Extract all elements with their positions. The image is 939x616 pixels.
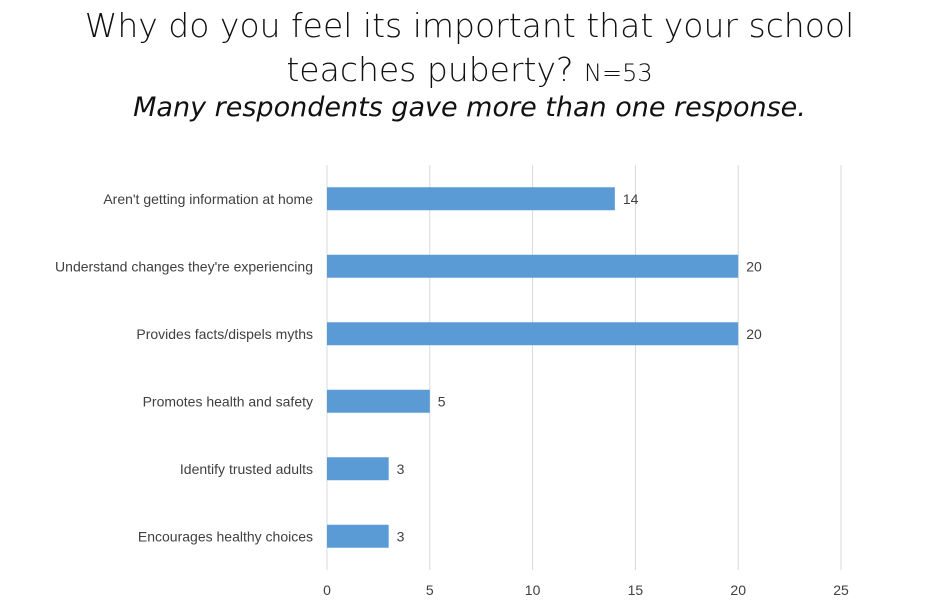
chart-subtitle: Many respondents gave more than one resp… <box>133 92 806 123</box>
x-tick-label: 15 <box>628 582 644 598</box>
chart-title-line2: teaches puberty? N=53 <box>0 48 939 95</box>
sample-size-label: N=53 <box>584 59 653 87</box>
bar <box>327 389 430 413</box>
category-label: Provides facts/dispels myths <box>136 326 313 342</box>
category-labels: Aren't getting information at home Unders… <box>55 191 313 545</box>
bar <box>327 457 389 481</box>
chart-title-line1: Why do you feel its important that your … <box>84 6 855 45</box>
data-label: 20 <box>746 258 762 274</box>
bar <box>327 187 615 211</box>
bars <box>327 187 739 548</box>
gridlines <box>326 165 842 570</box>
chart-title: Why do you feel its important that your … <box>0 4 939 95</box>
chart-title-line2-text: teaches puberty? <box>286 50 574 89</box>
data-labels: 14 20 20 5 3 3 <box>397 191 762 545</box>
data-label: 20 <box>746 326 762 342</box>
category-label: Promotes health and safety <box>143 393 313 409</box>
x-tick-label: 25 <box>833 582 849 598</box>
bar <box>327 322 739 346</box>
x-tick-label: 20 <box>730 582 746 598</box>
x-axis-tick-labels: 0 5 10 15 20 25 <box>323 582 849 598</box>
data-label: 3 <box>397 461 405 477</box>
bar <box>327 524 389 548</box>
x-tick-label: 5 <box>426 582 434 598</box>
data-label: 5 <box>438 393 446 409</box>
x-tick-label: 10 <box>525 582 541 598</box>
data-label: 14 <box>623 191 639 207</box>
category-label: Encourages healthy choices <box>138 528 313 544</box>
data-label: 3 <box>397 528 405 544</box>
category-label: Understand changes they're experiencing <box>55 258 313 274</box>
bar <box>327 254 739 278</box>
category-label: Aren't getting information at home <box>103 191 313 207</box>
category-label: Identify trusted adults <box>180 461 313 477</box>
x-tick-label: 0 <box>323 582 331 598</box>
